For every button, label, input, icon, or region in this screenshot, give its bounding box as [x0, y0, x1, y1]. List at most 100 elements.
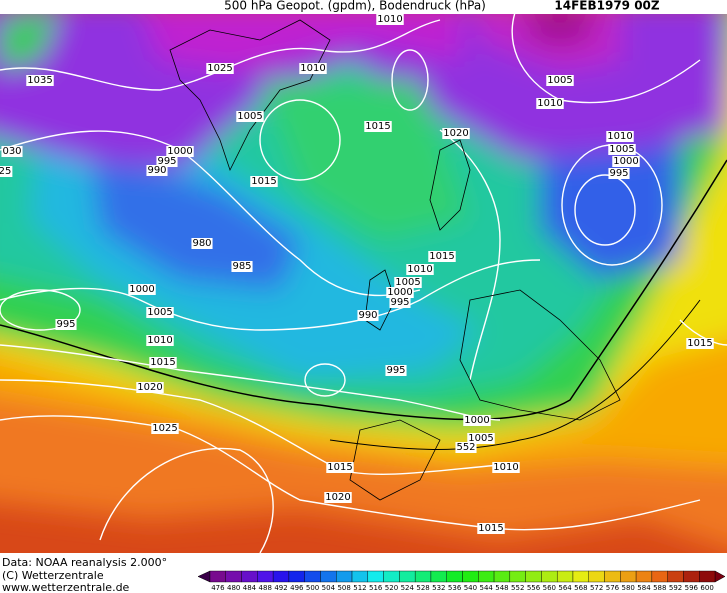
isobar-label-bg	[324, 492, 352, 503]
isobar-label-bg	[26, 75, 54, 86]
map-field	[0, 14, 727, 553]
colorbar-swatch	[320, 570, 337, 583]
colorbar-label: 484	[243, 584, 257, 592]
isobar-label-bg	[442, 128, 470, 139]
isobar-label-bg	[536, 98, 564, 109]
isobar-label-bg	[151, 423, 179, 434]
isobar-label: 1010	[607, 131, 632, 142]
colorbar-swatch	[635, 570, 653, 583]
isobar-label: 990	[147, 165, 166, 176]
isobar-label-bg	[146, 165, 168, 176]
isobar-label-bg	[326, 462, 354, 473]
colorbar-swatch	[683, 570, 700, 583]
isobar-label: 1020	[325, 492, 350, 503]
isobar-label-bg	[1, 146, 23, 157]
isobar-label: 1000	[167, 146, 192, 157]
colorbar-label: 564	[558, 584, 572, 592]
isobar-label-bg	[386, 287, 414, 298]
colorbar-label: 596	[685, 584, 699, 592]
isobar-label-bg	[467, 433, 495, 444]
colorbar-label: 548	[495, 584, 508, 592]
isobar-label: 030	[2, 146, 21, 157]
colorbar-swatch	[509, 570, 526, 583]
footer: Data: NOAA reanalysis 2.000° (C) Wetterz…	[2, 556, 167, 593]
isobar-label: 995	[56, 319, 75, 330]
isobar-label: 1025	[207, 63, 232, 74]
colorbar-swatch	[209, 570, 226, 583]
isobar-label-bg	[191, 238, 213, 249]
isobar-label: 990	[358, 310, 377, 321]
colorbar-swatch	[430, 570, 447, 583]
isobar-label-bg	[166, 146, 194, 157]
isobar-label-bg	[608, 168, 630, 179]
isobar-label-bg	[0, 166, 13, 177]
colorbar-label: 556	[527, 584, 541, 592]
colorbar-label: 536	[448, 584, 462, 592]
isobar-label-bg	[146, 335, 174, 346]
isobar-label-bg	[606, 131, 634, 142]
isobar-label: 1010	[493, 462, 518, 473]
colorbar-swatch	[604, 570, 621, 583]
isobar-label-bg	[55, 319, 77, 330]
isobar-label-bg	[492, 462, 520, 473]
colorbar-swatch	[351, 570, 369, 583]
isobar-label: 1020	[137, 382, 162, 393]
colorbar-label: 488	[259, 584, 272, 592]
colorbar-swatch	[272, 570, 290, 583]
isobar-label: 995	[386, 365, 405, 376]
isobar-label-bg	[463, 415, 491, 426]
isobar-label-bg	[364, 121, 392, 132]
isobar-label-bg	[394, 277, 422, 288]
isobar-label-bg	[376, 14, 404, 25]
isobar-label: 985	[232, 261, 251, 272]
colorbar-swatch	[257, 570, 274, 583]
colorbar-label: 508	[337, 584, 350, 592]
isobar-label: 1015	[251, 176, 276, 187]
footer-line: Data: NOAA reanalysis 2.000°	[2, 556, 167, 569]
isobar-label: 1005	[237, 111, 262, 122]
colorbar-swatch	[462, 570, 479, 583]
colorbar-swatch	[414, 570, 432, 583]
map-date: 14FEB1979 00Z	[554, 0, 660, 13]
isobar-label-bg	[612, 156, 640, 167]
colorbar-swatch	[651, 570, 668, 583]
colorbar-swatch	[588, 570, 605, 583]
colorbar-swatch	[399, 570, 416, 583]
colorbar-label: 544	[479, 584, 493, 592]
colorbar-swatch	[288, 570, 305, 583]
isobar-label: 1020	[443, 128, 468, 139]
colorbar-swatch	[304, 570, 321, 583]
colorbar-label: 592	[669, 584, 682, 592]
isobar-label-bg	[546, 75, 574, 86]
colorbar-swatch	[383, 570, 400, 583]
isobar-label: 1015	[150, 357, 175, 368]
isobar-label: 995	[609, 168, 628, 179]
isobar-label: 1010	[300, 63, 325, 74]
isobar-label: 1015	[365, 121, 390, 132]
isobar-label-bg	[146, 307, 174, 318]
colorbar-swatch	[620, 570, 637, 583]
isobar-label: 1000	[387, 287, 412, 298]
isobar-label: 1015	[478, 523, 503, 534]
isobar-label-bg	[156, 156, 178, 167]
colorbar-swatch	[367, 570, 384, 583]
isobar-label-bg	[236, 111, 264, 122]
isobar-label: 1015	[687, 338, 712, 349]
isobar-label: 1005	[395, 277, 420, 288]
colorbar-label: 496	[290, 584, 304, 592]
colorbar-label: 500	[306, 584, 319, 592]
colorbar-end	[714, 570, 726, 583]
colorbar-swatch	[572, 570, 589, 583]
isobar-label: 995	[157, 156, 176, 167]
isobar-label-bg	[385, 365, 407, 376]
isobar-label: 1010	[537, 98, 562, 109]
colorbar-swatch	[667, 570, 684, 583]
isobar-label-bg	[686, 338, 714, 349]
isobar-label: 1010	[147, 335, 172, 346]
isobar-label: 552	[456, 442, 475, 453]
colorbar-label: 540	[464, 584, 477, 592]
isobar-label-bg	[455, 442, 477, 453]
colorbar-label: 476	[211, 584, 225, 592]
isobar-label: 1025	[152, 423, 177, 434]
